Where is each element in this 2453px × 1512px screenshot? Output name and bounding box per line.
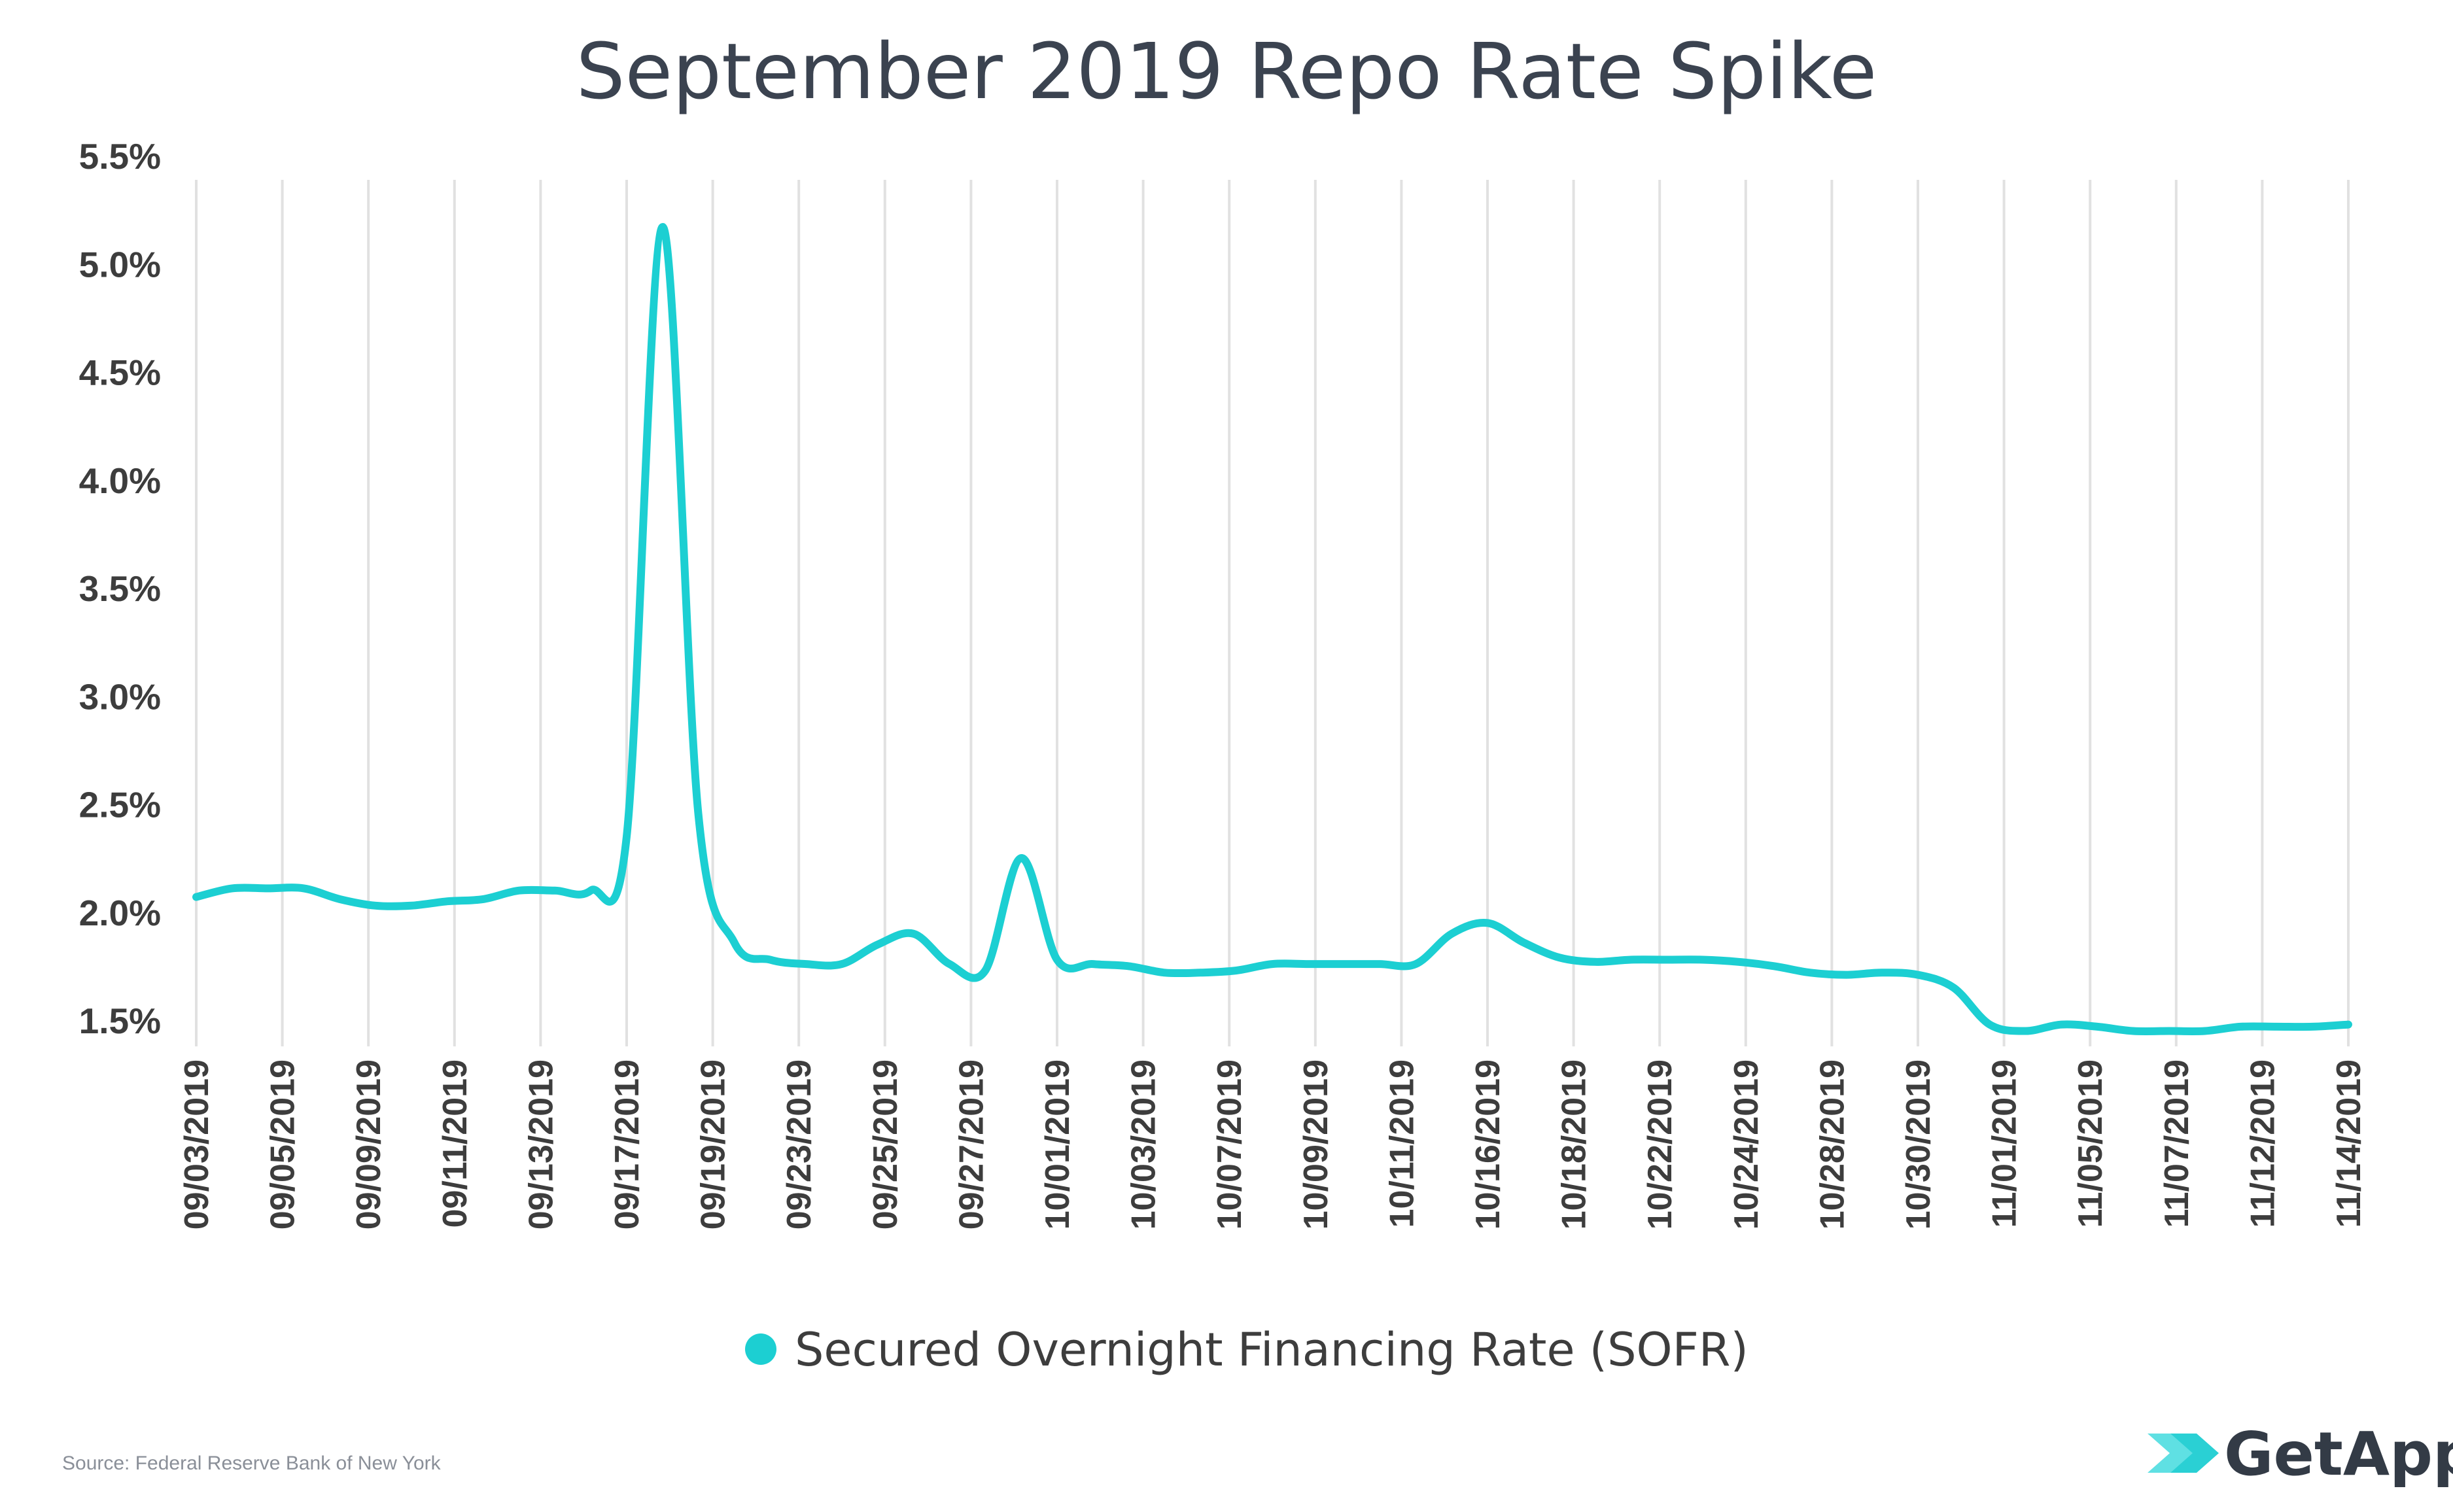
x-tick-label: 09/19/2019 bbox=[695, 1059, 733, 1229]
x-tick-label: 11/01/2019 bbox=[1986, 1059, 2024, 1228]
x-tick-label: 09/05/2019 bbox=[264, 1059, 302, 1229]
y-tick-label: 5.0% bbox=[79, 244, 161, 284]
legend-label: Secured Overnight Financing Rate (SOFR) bbox=[795, 1323, 1748, 1377]
x-tick-label: 10/07/2019 bbox=[1211, 1059, 1249, 1229]
x-tick-label: 10/22/2019 bbox=[1641, 1059, 1679, 1229]
x-tick-label: 10/03/2019 bbox=[1125, 1059, 1163, 1229]
legend: Secured Overnight Financing Rate (SOFR) bbox=[745, 1323, 1748, 1377]
brand-logo: GetApp bbox=[2148, 1419, 2453, 1489]
x-tick-label: 09/27/2019 bbox=[952, 1059, 990, 1229]
legend-marker bbox=[745, 1333, 776, 1365]
x-tick-label: 11/14/2019 bbox=[2330, 1059, 2368, 1228]
x-tick-label: 10/11/2019 bbox=[1383, 1059, 1421, 1228]
x-tick-label: 10/16/2019 bbox=[1469, 1059, 1507, 1229]
y-tick-label: 5.5% bbox=[79, 136, 161, 177]
brand-name: GetApp bbox=[2224, 1419, 2453, 1489]
y-tick-label: 4.5% bbox=[79, 352, 161, 393]
x-tick-label: 09/03/2019 bbox=[178, 1059, 216, 1229]
x-tick-label: 10/24/2019 bbox=[1728, 1059, 1766, 1229]
y-axis: 5.5% 5.0% 4.5% 4.0% 3.5% 3.0% 2.5% 2.0% 1.5% bbox=[79, 136, 161, 1041]
y-tick-label: 4.0% bbox=[79, 460, 161, 501]
plot-area bbox=[192, 223, 2352, 1035]
x-tick-label: 11/05/2019 bbox=[2072, 1059, 2110, 1228]
x-tick-label: 09/09/2019 bbox=[350, 1059, 388, 1229]
x-tick-label: 10/01/2019 bbox=[1039, 1059, 1077, 1229]
x-axis: 09/03/2019 09/05/2019 09/09/2019 09/11/2019… bbox=[178, 1059, 2368, 1229]
gridlines bbox=[195, 180, 2350, 1046]
x-tick-label: 10/09/2019 bbox=[1297, 1059, 1335, 1229]
x-tick-label: 11/07/2019 bbox=[2158, 1059, 2196, 1228]
y-tick-label: 2.5% bbox=[79, 785, 161, 825]
x-tick-label: 10/30/2019 bbox=[1900, 1059, 1938, 1229]
source-note: Source: Federal Reserve Bank of New York bbox=[62, 1452, 442, 1474]
x-tick-label: 09/13/2019 bbox=[522, 1059, 560, 1229]
x-tick-label: 09/23/2019 bbox=[780, 1059, 818, 1229]
x-tick-label: 09/25/2019 bbox=[867, 1059, 905, 1229]
x-tick-label: 10/18/2019 bbox=[1556, 1059, 1593, 1229]
chart-title: September 2019 Repo Rate Spike bbox=[576, 26, 1877, 116]
y-tick-label: 2.0% bbox=[79, 893, 161, 933]
sofr-series-line bbox=[192, 223, 2352, 1035]
x-tick-label: 10/28/2019 bbox=[1813, 1059, 1851, 1229]
getapp-logo-icon bbox=[2148, 1434, 2219, 1473]
y-tick-label: 3.0% bbox=[79, 676, 161, 717]
x-tick-label: 09/17/2019 bbox=[608, 1059, 646, 1229]
x-tick-label: 09/11/2019 bbox=[436, 1059, 474, 1228]
y-tick-label: 1.5% bbox=[79, 1001, 161, 1041]
y-tick-label: 3.5% bbox=[79, 568, 161, 609]
x-tick-label: 11/12/2019 bbox=[2244, 1059, 2282, 1228]
